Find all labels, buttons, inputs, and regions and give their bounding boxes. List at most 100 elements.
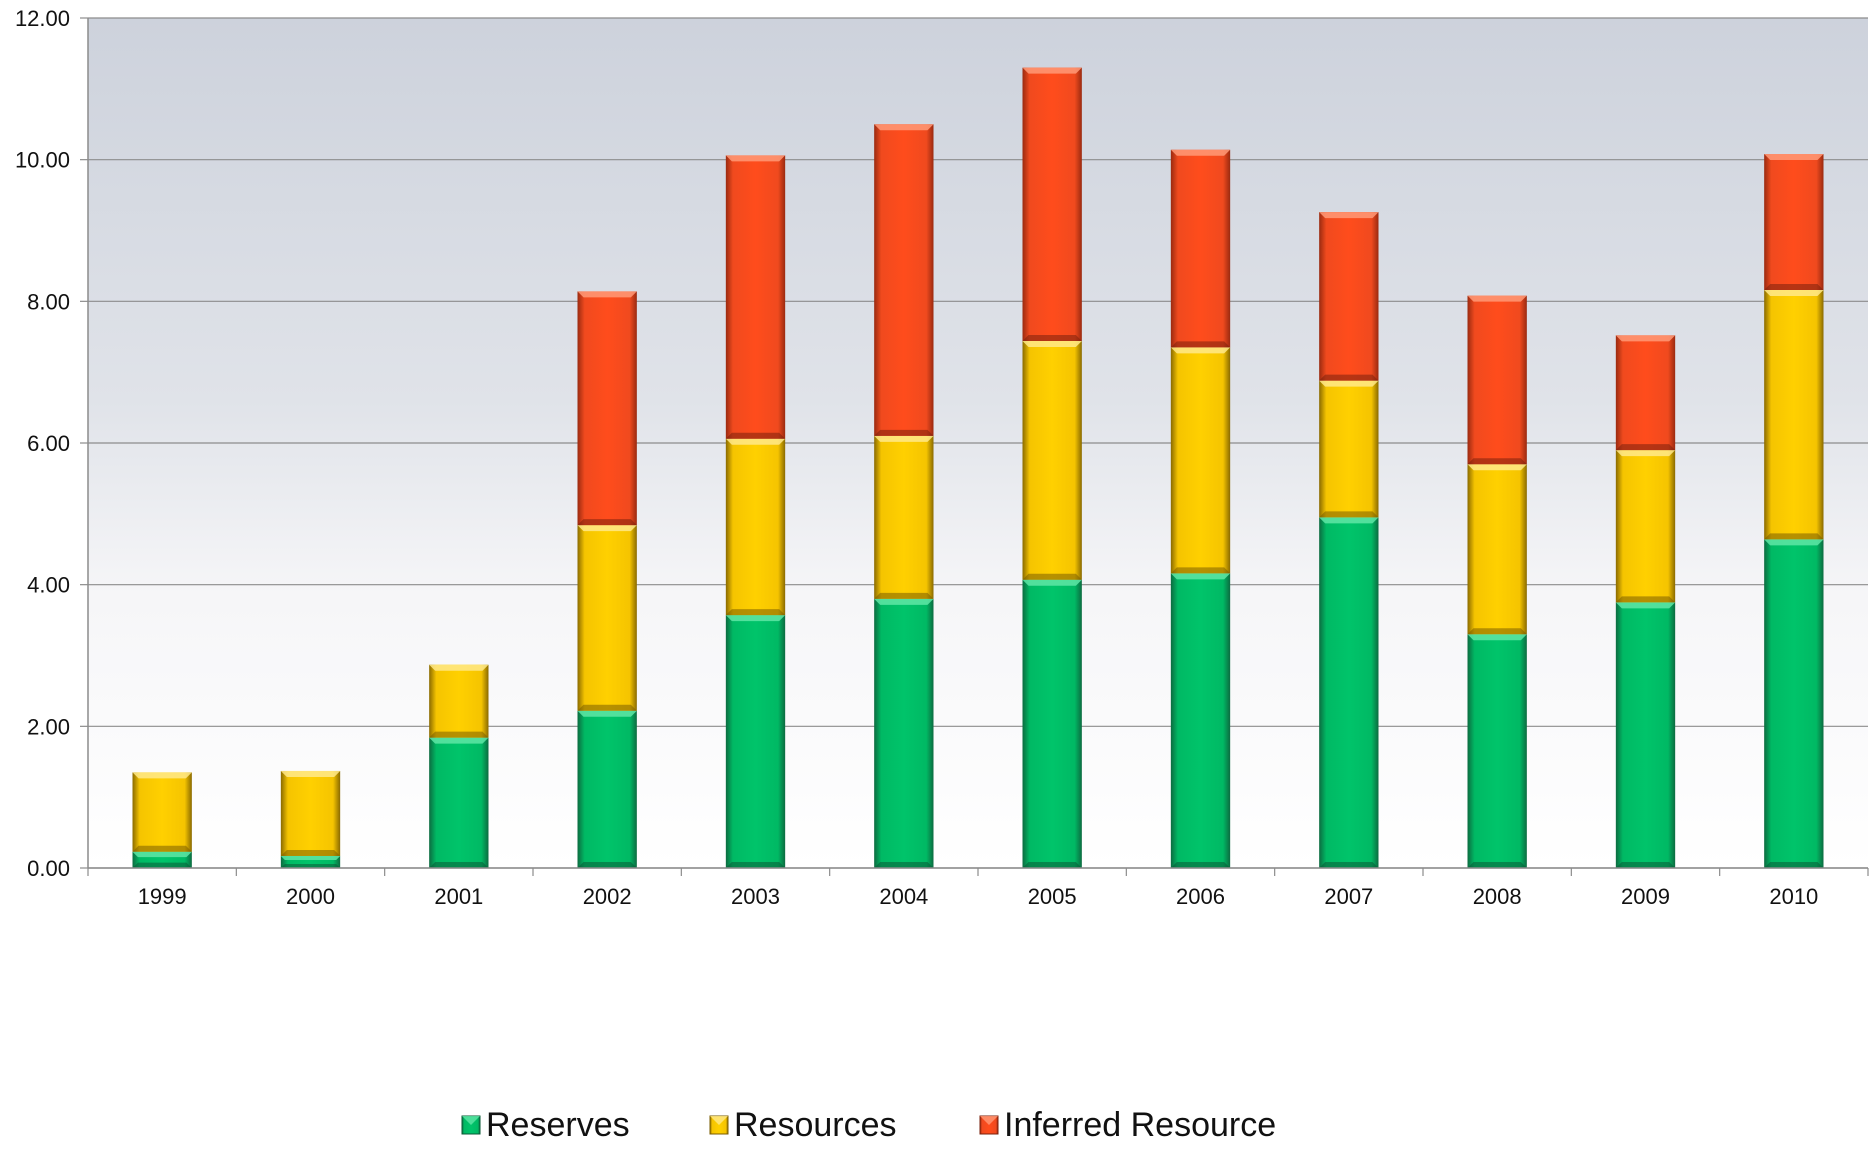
bar-segment-body — [874, 435, 934, 599]
bar-segment-body — [1319, 212, 1379, 381]
bar-bevel-top — [1467, 295, 1527, 302]
y-tick-label: 4.00 — [27, 573, 70, 598]
bar-bevel-bottom — [1022, 573, 1082, 580]
bar-bevel-top — [1764, 290, 1824, 296]
bar-segment-inferred-resource — [1022, 67, 1082, 341]
bar-bevel-bottom — [1319, 511, 1379, 518]
bar-segment-resources — [1764, 290, 1824, 540]
bar-bevel-top — [1022, 67, 1082, 74]
bar-bevel-top — [1170, 573, 1231, 580]
bar-bevel-bottom — [725, 862, 786, 868]
y-tick-labels: 0.00 2.00 4.00 6.00 8.00 10.00 12.00 — [15, 6, 70, 881]
bar-segment-reserves — [577, 710, 637, 868]
bar-segment-body — [1170, 573, 1231, 868]
bar-bevel-bottom — [725, 609, 786, 616]
bar-bevel-bottom — [1615, 862, 1676, 868]
axes — [80, 17, 1869, 876]
bar-segment-body — [1764, 539, 1824, 868]
x-tick-label: 2003 — [731, 884, 780, 909]
bar-bevel-bottom — [280, 863, 341, 868]
bar-bevel-top — [1170, 347, 1231, 354]
bar-segment-resources — [429, 664, 489, 738]
legend: Reserves Resources Inferred Resource — [461, 1106, 1276, 1144]
bar-bevel-bottom — [132, 862, 192, 868]
bar-bevel-top — [1467, 464, 1527, 471]
bar-segment-resources — [874, 435, 934, 599]
bar-bevel-bottom — [429, 731, 489, 738]
bar-bevel-top — [1764, 154, 1824, 160]
bar-segment-reserves — [1319, 517, 1379, 868]
bar-segment-body — [1170, 347, 1231, 574]
bar-bevel-top — [1319, 212, 1379, 219]
bar-bevel-top — [1764, 539, 1824, 546]
bar-segment-body — [1319, 517, 1379, 868]
bar-bevel-bottom — [1022, 862, 1082, 868]
bar-bevel-bottom — [132, 845, 192, 852]
bar-bevel-top — [1022, 579, 1082, 586]
bar-bevel-top — [132, 772, 192, 779]
bar-segment-body — [874, 598, 934, 868]
x-tick-label: 2002 — [583, 884, 632, 909]
bar-segment-body — [1022, 341, 1082, 580]
bar-segment-reserves — [1764, 539, 1824, 868]
bar-segment-reserves — [429, 737, 489, 868]
bar-segment-reserves — [1170, 573, 1231, 868]
bar-bevel-bottom — [874, 592, 934, 599]
bar-bevel-bottom — [1319, 374, 1379, 381]
bar-bevel-top — [725, 615, 786, 622]
bar-bevel-bottom — [1319, 862, 1379, 868]
x-tick-label: 2000 — [286, 884, 335, 909]
legend-label: Resources — [734, 1106, 897, 1144]
bar-segment-resources — [725, 438, 786, 616]
legend-item-resources: Resources — [709, 1106, 897, 1144]
bar-bevel-bottom — [1764, 284, 1824, 290]
bar-segment-body — [280, 770, 341, 856]
bar-bevel-top — [1022, 341, 1082, 347]
y-tick-label: 10.00 — [15, 148, 70, 173]
bar-bevel-top — [1615, 335, 1676, 342]
y-tick-label: 12.00 — [15, 6, 70, 31]
bar-segment-body — [1319, 380, 1379, 518]
bar-bevel-top — [577, 525, 637, 532]
y-tick-label: 6.00 — [27, 431, 70, 456]
bar-bevel-bottom — [874, 862, 934, 868]
bar-segment-inferred-resource — [1764, 154, 1824, 290]
bar-segment-body — [1467, 634, 1527, 868]
bar-segment-resources — [280, 770, 341, 856]
bar-segment-body — [577, 525, 637, 711]
bar-bevel-top — [1319, 380, 1379, 387]
bar-segment-body — [1467, 295, 1527, 465]
bar-bevel-bottom — [1170, 862, 1231, 868]
bar-bevel-top — [280, 770, 341, 777]
bar-segment-body — [1764, 154, 1824, 290]
bar-segment-inferred-resource — [1467, 295, 1527, 465]
bar-bevel-top — [1319, 517, 1379, 524]
bar-bevel-bottom — [1170, 341, 1231, 348]
legend-item-inferred-resource: Inferred Resource — [979, 1106, 1276, 1144]
bar-bevel-bottom — [1467, 458, 1527, 465]
bar-segment-resources — [1319, 380, 1379, 518]
x-tick-label: 1999 — [138, 884, 187, 909]
bar-bevel-top — [280, 855, 341, 860]
x-tick-label: 2009 — [1621, 884, 1670, 909]
bar-bevel-top — [874, 435, 934, 442]
bar-bevel-top — [725, 438, 786, 445]
legend-label: Inferred Resource — [1004, 1106, 1276, 1144]
bar-segment-inferred-resource — [874, 124, 934, 436]
bar-bevel-bottom — [429, 862, 489, 868]
bar-bevel-top — [577, 710, 637, 717]
x-tick-label: 2004 — [879, 884, 928, 909]
bar-bevel-top — [429, 737, 489, 744]
bar-segment-reserves — [1615, 602, 1676, 868]
legend-item-reserves: Reserves — [461, 1106, 630, 1144]
bar-segment-resources — [1170, 347, 1231, 574]
bar-segment-body — [1615, 450, 1676, 603]
bar-segment-inferred-resource — [1170, 149, 1231, 348]
legend-swatch-bevel — [462, 1116, 480, 1125]
x-tick-label: 2005 — [1028, 884, 1077, 909]
bar-bevel-bottom — [1467, 862, 1527, 868]
legend-label: Reserves — [486, 1106, 630, 1144]
bar-segment-body — [1615, 602, 1676, 868]
